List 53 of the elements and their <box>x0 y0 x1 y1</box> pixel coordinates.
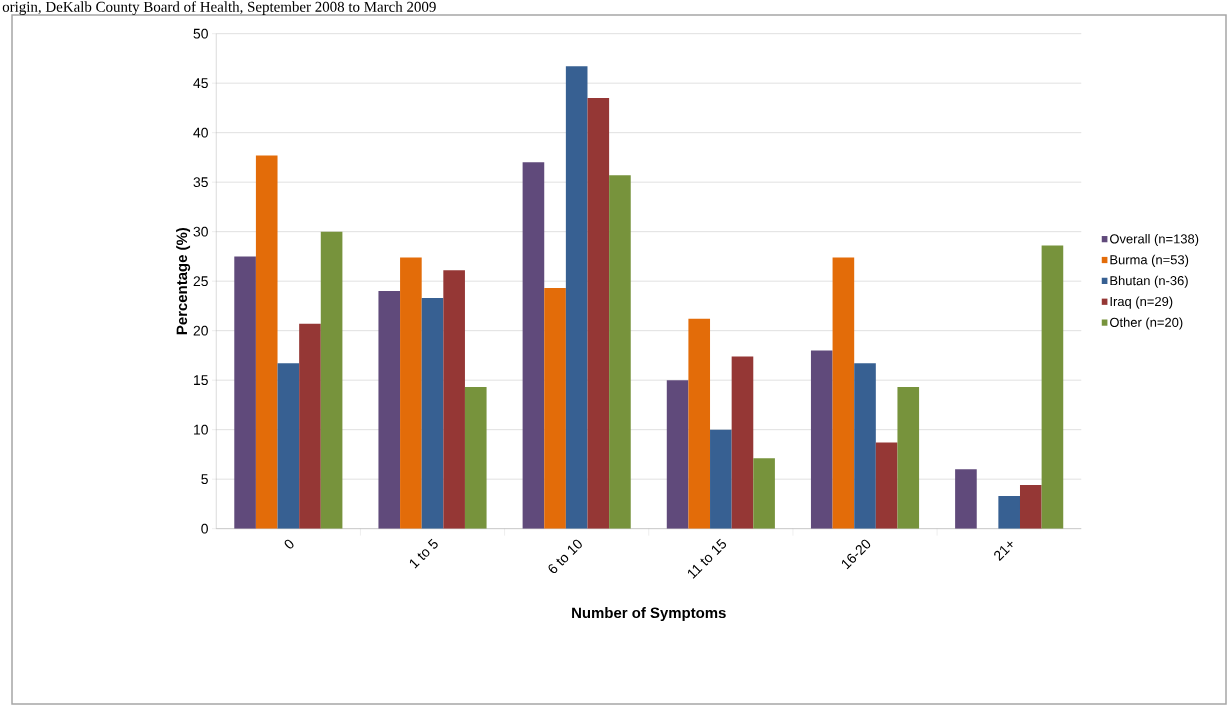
y-tick-label: 0 <box>201 523 208 534</box>
legend-label: Overall (n=138) <box>1110 233 1199 247</box>
y-tick-label: 50 <box>193 28 208 39</box>
bar <box>421 297 444 529</box>
legend-label: Burma (n=53) <box>1110 254 1189 267</box>
x-tick-label: 21+ <box>994 541 1013 561</box>
x-tick-label: 1 to 5 <box>409 538 438 569</box>
bar <box>897 387 920 529</box>
y-tick-label: 45 <box>193 78 208 89</box>
legend-label: Bhutan (n-36) <box>1110 275 1188 288</box>
y-tick-label: 10 <box>194 424 208 435</box>
y-tick-label: 5 <box>201 474 208 485</box>
y-tick-label: 30 <box>193 226 208 237</box>
y-tick-label: 15 <box>194 375 208 386</box>
bar <box>753 458 775 529</box>
bar <box>666 380 689 529</box>
bar <box>710 429 732 529</box>
bar <box>998 495 1020 529</box>
x-axis-title: Number of Symptoms <box>572 607 726 622</box>
bar <box>443 270 465 529</box>
bar <box>234 256 256 529</box>
bar <box>544 288 566 529</box>
y-axis-title: Percentage (%) <box>176 227 191 335</box>
bar <box>565 66 588 529</box>
bar <box>810 350 833 529</box>
bar <box>299 323 321 529</box>
y-tick-label: 40 <box>193 127 208 138</box>
bar <box>587 98 610 529</box>
y-tick-label: 35 <box>193 177 208 188</box>
bar <box>731 356 754 529</box>
bar <box>320 231 343 529</box>
legend-label: Iraq (n=29) <box>1110 296 1173 309</box>
bar <box>522 162 545 529</box>
y-tick-label: 25 <box>193 276 208 287</box>
bar <box>688 318 711 529</box>
legend-label: Other (n=20) <box>1110 317 1183 330</box>
bar <box>609 175 631 529</box>
chart-title: origin, DeKalb County Board of Health, September 2008 to March 2009 <box>2 1 436 15</box>
x-tick-label: 0 <box>284 539 294 549</box>
bar <box>277 363 300 529</box>
bar <box>955 469 977 529</box>
bar <box>854 363 876 529</box>
bar <box>400 257 422 529</box>
y-tick-label: 20 <box>193 325 208 336</box>
x-tick-label: 11 to 15 <box>687 538 727 579</box>
bar <box>832 257 855 529</box>
bar <box>255 155 278 529</box>
bar <box>875 442 898 529</box>
bar <box>1019 485 1042 529</box>
bar <box>464 387 487 529</box>
bar <box>1041 245 1064 529</box>
bar <box>378 291 401 529</box>
x-tick-label: 6 to 10 <box>548 539 582 574</box>
